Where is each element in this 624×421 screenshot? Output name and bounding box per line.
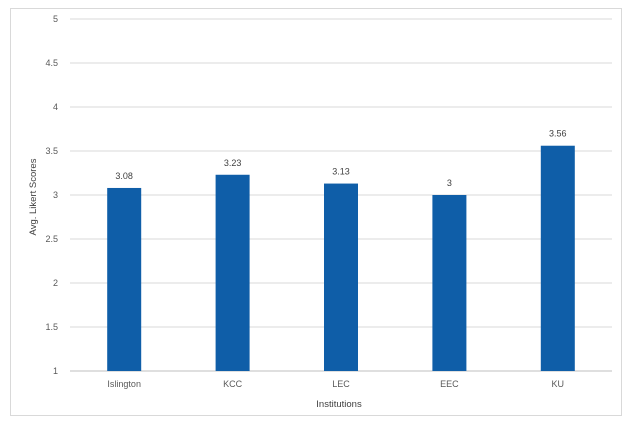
data-label: 3 (447, 178, 452, 188)
data-label: 3.23 (224, 158, 242, 168)
y-tick-label: 2.5 (45, 234, 58, 244)
bar-ku (540, 145, 575, 371)
y-tick-label: 1 (53, 366, 58, 376)
x-axis-ticks: Islington KCC LEC EEC KU (107, 379, 564, 389)
x-tick-label: KCC (223, 379, 243, 389)
gridlines (70, 18, 612, 372)
data-label: 3.08 (115, 171, 133, 181)
x-axis-title: Institutions (316, 399, 362, 410)
x-tick-label: Islington (107, 379, 141, 389)
x-tick-label: KU (552, 379, 565, 389)
y-tick-label: 3 (53, 190, 58, 200)
y-tick-label: 5 (53, 14, 58, 24)
y-tick-label: 4.5 (45, 58, 58, 68)
x-tick-label: LEC (332, 379, 350, 389)
y-axis-title: Avg. Likert Scores (28, 158, 39, 235)
y-tick-label: 1.5 (45, 322, 58, 332)
bars (107, 145, 575, 371)
x-tick-label: EEC (440, 379, 459, 389)
y-axis-ticks: 1 1.5 2 2.5 3 3.5 4 4.5 5 (45, 14, 58, 376)
y-tick-label: 4 (53, 102, 58, 112)
bar-islington (107, 187, 142, 371)
y-tick-label: 2 (53, 278, 58, 288)
bar-eec (432, 195, 467, 371)
data-label: 3.56 (549, 129, 567, 139)
bar-kcc (215, 174, 250, 371)
bar-lec (324, 183, 358, 371)
y-tick-label: 3.5 (45, 146, 58, 156)
data-labels: 3.08 3.23 3.13 3 3.56 (115, 129, 566, 188)
data-label: 3.13 (332, 167, 350, 177)
